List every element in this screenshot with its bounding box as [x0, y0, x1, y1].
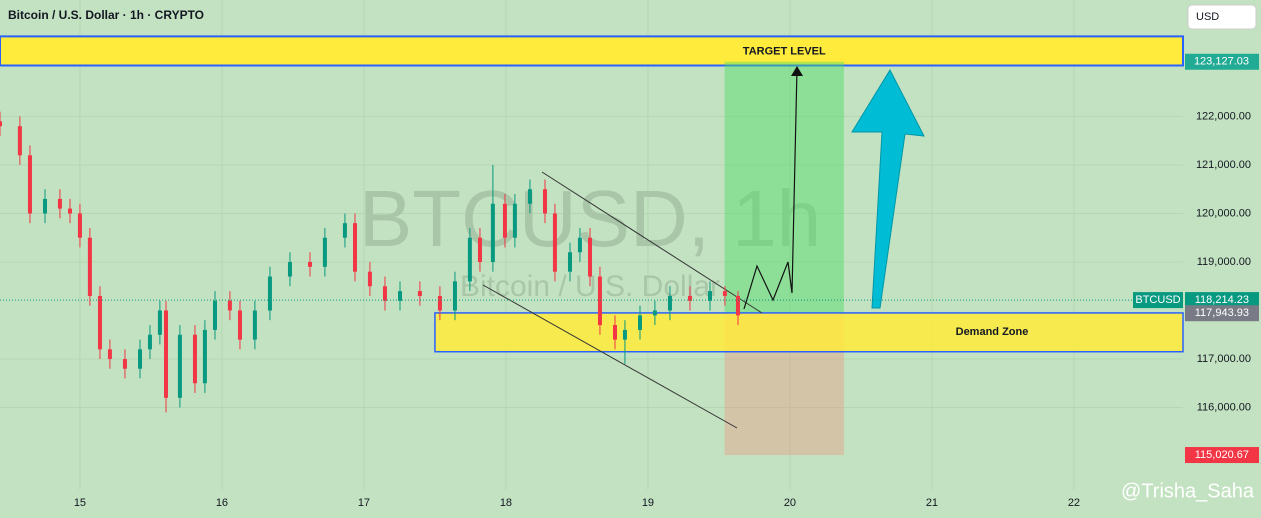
candle-body [163, 310, 168, 398]
candle-body [122, 359, 127, 369]
candle-body [192, 334, 197, 384]
x-tick-label: 21 [926, 497, 938, 509]
candle-body [17, 126, 22, 156]
candle-body [667, 295, 672, 311]
target-zone [0, 35, 1184, 67]
x-tick-label: 19 [642, 497, 654, 509]
price-tag-box [1133, 292, 1183, 309]
price-label: 115,020.67 [1195, 449, 1249, 461]
candle-body [322, 237, 327, 267]
candle-body [237, 310, 242, 340]
candle-body [87, 237, 92, 296]
projection-arrowhead [791, 66, 803, 76]
up-arrow [851, 68, 925, 309]
trendline [482, 284, 738, 429]
symbol-title: Bitcoin / U.S. Dollar · 1h · CRYPTO [8, 8, 204, 22]
candle-body [490, 203, 495, 262]
candle-body [0, 121, 2, 127]
y-tick-label: 122,000.00 [1196, 110, 1251, 122]
candle-body [597, 276, 602, 326]
candle-body [267, 276, 272, 311]
x-tick-label: 16 [216, 497, 228, 509]
candle-body [68, 208, 73, 214]
candle-body [57, 198, 62, 209]
candle-body [452, 281, 457, 311]
currency-label[interactable]: USD [1196, 11, 1219, 23]
author-watermark: @Trisha_Saha [1121, 480, 1255, 502]
x-tick-label: 20 [784, 497, 796, 509]
candle-body [567, 252, 572, 272]
y-tick-label: 116,000.00 [1197, 401, 1251, 413]
candle-body [652, 310, 657, 316]
candle-body [467, 237, 472, 282]
candle-body [398, 291, 403, 301]
x-tick-label: 17 [358, 497, 370, 509]
candle-body [437, 295, 442, 311]
y-tick-label: 121,000.00 [1196, 159, 1251, 171]
candle-body [613, 325, 618, 340]
candle-body [707, 291, 712, 301]
candle-body [227, 300, 232, 311]
candle-body [97, 295, 102, 350]
candle-body [735, 295, 740, 316]
candle-body [342, 223, 347, 238]
projection-path [743, 67, 798, 310]
candle-body [77, 213, 82, 238]
candle-body [542, 189, 547, 214]
demand-zone-label: Demand Zone [956, 326, 1029, 338]
target-zone-label: TARGET LEVEL [743, 45, 826, 57]
price-label-box [1185, 305, 1259, 322]
candle-body [637, 315, 642, 330]
candle-body [287, 261, 292, 277]
candle-body [552, 213, 557, 272]
x-tick-label: 18 [500, 497, 512, 509]
currency-button[interactable] [1187, 4, 1257, 30]
candle-body [722, 291, 727, 296]
demand-zone [434, 312, 1184, 353]
candle-body [417, 291, 422, 296]
candle-body [147, 334, 152, 350]
candle-body [622, 329, 627, 340]
candle-body [27, 155, 32, 214]
candle-body [43, 198, 48, 214]
candle-body [382, 286, 387, 301]
x-tick-label: 22 [1068, 497, 1080, 509]
y-tick-label: 120,000.00 [1196, 207, 1251, 219]
price-label: 118,214.23 [1195, 294, 1249, 306]
candle-body [177, 334, 182, 398]
candle-body [477, 237, 482, 262]
price-label: 117,943.93 [1195, 307, 1249, 319]
candle-body [588, 237, 593, 277]
candle-body [157, 310, 162, 335]
candle-body [202, 329, 207, 384]
candle-body [687, 295, 692, 301]
price-tag: BTCUSD [1135, 294, 1180, 306]
candle-body [352, 223, 357, 272]
price-label-box [1185, 53, 1259, 70]
candle-body [577, 237, 582, 253]
candle-body [502, 203, 507, 238]
x-tick-label: 15 [74, 497, 86, 509]
candle-body [527, 189, 532, 204]
y-tick-label: 117,000.00 [1197, 353, 1251, 365]
candle-body [252, 310, 257, 340]
y-tick-label: 119,000.00 [1197, 256, 1251, 268]
candle-body [307, 261, 312, 267]
price-label-box [1185, 447, 1259, 464]
profit-zone [724, 61, 844, 314]
candle-body [367, 271, 372, 287]
candle-body [138, 349, 143, 369]
candle-body [212, 300, 217, 330]
price-label: 123,127.03 [1194, 56, 1249, 68]
price-label-box [1185, 292, 1259, 309]
candle-body [512, 203, 517, 238]
candle-body [107, 349, 112, 360]
